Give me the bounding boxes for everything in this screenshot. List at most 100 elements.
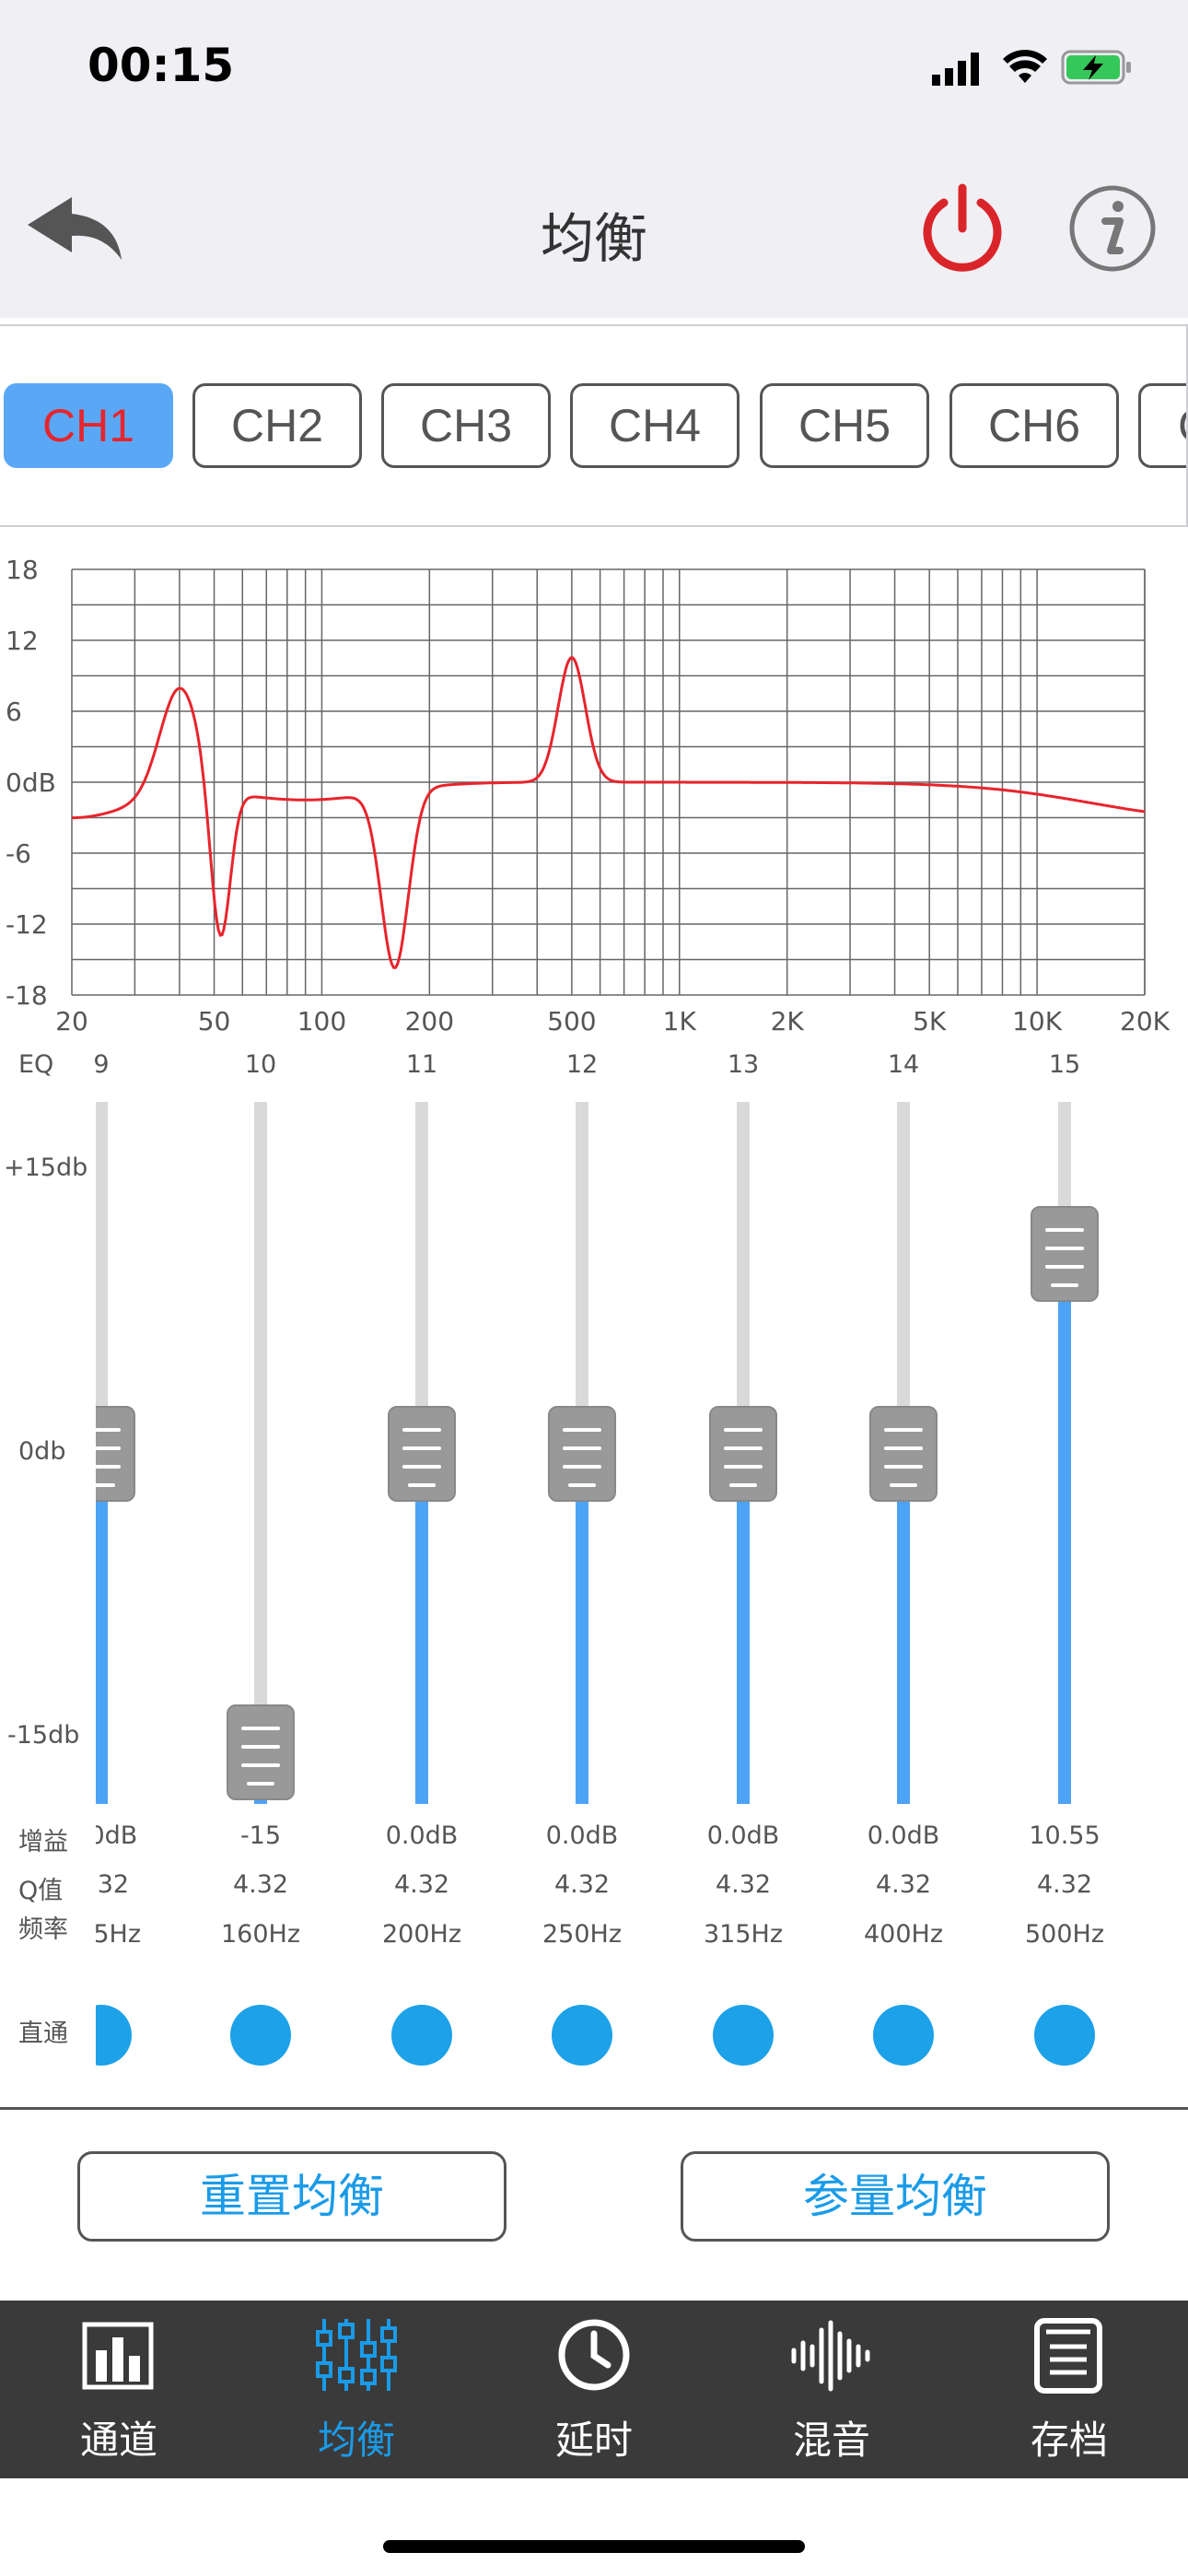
band-slider-track[interactable] xyxy=(576,1102,588,1804)
knob-grip-line xyxy=(1045,1247,1084,1251)
tab-ch7[interactable]: C xyxy=(1138,383,1186,468)
x-tick-label: 200 xyxy=(405,1006,454,1036)
band-slider-knob[interactable] xyxy=(227,1704,295,1800)
band-slider-track[interactable] xyxy=(737,1102,750,1804)
band-bypass-toggle[interactable] xyxy=(1034,2005,1095,2066)
band-gain: 0.0dB xyxy=(545,1821,619,1850)
tab-channel[interactable]: 通道 xyxy=(0,2301,238,2478)
band-slider-fill xyxy=(576,1454,588,1804)
band-q: 4.32 xyxy=(232,1870,289,1899)
knob-grip-line xyxy=(1045,1265,1084,1270)
band-frequency: 250Hz xyxy=(542,1920,622,1949)
knob-grip-line xyxy=(890,1483,917,1487)
band-slider-fill xyxy=(897,1454,910,1804)
band-bypass-toggle[interactable] xyxy=(230,2005,291,2066)
band-slider-knob[interactable] xyxy=(548,1406,616,1502)
knob-grip-line xyxy=(1051,1283,1078,1288)
band-bypass-toggle[interactable] xyxy=(391,2005,452,2066)
band-slider-knob[interactable] xyxy=(869,1406,938,1502)
band-q: 4.32 xyxy=(1036,1870,1093,1899)
eq-row-label: EQ xyxy=(18,1050,54,1079)
x-tick-label: 1K xyxy=(663,1006,697,1036)
tab-ch5[interactable]: CH5 xyxy=(760,383,929,468)
battery-charging-icon xyxy=(1061,50,1131,85)
wifi-icon xyxy=(1003,50,1047,83)
tab-archive[interactable]: 存档 xyxy=(950,2301,1188,2478)
y-tick-label: -6 xyxy=(6,838,31,869)
tab-ch6[interactable]: CH6 xyxy=(949,383,1119,468)
knob-grip-line xyxy=(247,1782,274,1786)
band-gain: 0.0dB xyxy=(867,1821,940,1850)
status-time: 00:15 xyxy=(87,39,235,92)
band-slider-fill xyxy=(415,1454,428,1804)
band-slider-fill xyxy=(737,1454,750,1804)
band-q: 4.32 xyxy=(553,1870,611,1899)
reset-eq-button[interactable]: 重置均衡 xyxy=(77,2151,507,2242)
band-frequency: 160Hz xyxy=(220,1920,300,1949)
back-icon[interactable] xyxy=(26,193,127,267)
band-slider-fill xyxy=(95,1454,108,1804)
band-q: 4.32 xyxy=(875,1870,932,1899)
band-slider-track[interactable] xyxy=(415,1102,428,1804)
archive-icon xyxy=(1034,2318,1102,2394)
tab-delay[interactable]: 延时 xyxy=(475,2301,713,2478)
power-icon[interactable] xyxy=(916,182,1008,275)
divider xyxy=(0,2107,1188,2110)
knob-grip-line xyxy=(563,1465,601,1469)
band-frequency: 400Hz xyxy=(863,1920,943,1949)
band-slider-fill xyxy=(1058,1254,1071,1804)
band-number: 12 xyxy=(565,1050,599,1079)
y-tick-label: 18 xyxy=(6,555,39,585)
band-bypass-toggle[interactable] xyxy=(713,2005,774,2066)
knob-grip-line xyxy=(563,1428,601,1432)
band-q: 4.32 xyxy=(393,1870,450,1899)
info-icon[interactable] xyxy=(1068,184,1157,273)
tab-ch3[interactable]: CH3 xyxy=(381,383,551,468)
band-number: 13 xyxy=(727,1050,760,1079)
band-frequency: 200Hz xyxy=(381,1920,461,1949)
cellular-signal-icon xyxy=(932,53,979,86)
tab-label: 均衡 xyxy=(317,2418,395,2463)
band-gain: 0.0dB xyxy=(706,1821,780,1850)
page-title: 均衡 xyxy=(540,207,647,270)
band-slider-track[interactable] xyxy=(254,1102,267,1804)
band-slider-track[interactable] xyxy=(1058,1102,1071,1804)
knob-grip-line xyxy=(724,1446,763,1450)
band-slider-track[interactable] xyxy=(95,1102,108,1804)
band-slider-knob[interactable] xyxy=(709,1406,777,1502)
knob-grip-line xyxy=(402,1446,441,1450)
y-tick-label: -18 xyxy=(6,980,48,1011)
tab-label: 延时 xyxy=(554,2418,633,2463)
scale-bottom-label-overlay: -15db xyxy=(7,1721,80,1750)
tab-ch1[interactable]: CH1 xyxy=(4,383,173,468)
band-frequency: 500Hz xyxy=(1024,1920,1104,1949)
band-bypass-toggle[interactable] xyxy=(873,2005,934,2066)
tab-mix[interactable]: 混音 xyxy=(713,2301,950,2478)
y-tick-label: 12 xyxy=(6,626,39,656)
knob-grip-line xyxy=(402,1465,441,1469)
x-tick-label: 2K xyxy=(771,1006,805,1036)
y-tick-label: 6 xyxy=(6,697,22,727)
band-number: 10 xyxy=(244,1050,277,1079)
x-tick-label: 500 xyxy=(547,1006,596,1036)
band-slider-knob[interactable] xyxy=(388,1406,456,1502)
x-tick-label: 50 xyxy=(198,1006,231,1036)
knob-grip-line xyxy=(402,1428,441,1432)
band-slider-track[interactable] xyxy=(897,1102,910,1804)
eq-curve xyxy=(72,656,1146,969)
param-eq-button[interactable]: 参量均衡 xyxy=(681,2151,1110,2242)
knob-grip-line xyxy=(241,1763,280,1767)
x-tick-label: 20K xyxy=(1120,1006,1171,1036)
band-slider-knob[interactable] xyxy=(1031,1206,1099,1303)
band-gain: -15 xyxy=(239,1821,282,1850)
knob-grip-line xyxy=(724,1428,763,1432)
tab-ch2[interactable]: CH2 xyxy=(192,383,362,468)
knob-grip-line xyxy=(724,1465,763,1469)
tab-eq[interactable]: 均衡 xyxy=(238,2301,475,2478)
tab-ch4[interactable]: CH4 xyxy=(570,383,740,468)
knob-grip-line xyxy=(241,1727,280,1730)
x-tick-label: 10K xyxy=(1012,1006,1063,1036)
bar-chart-icon xyxy=(82,2322,154,2390)
x-tick-label: 5K xyxy=(913,1006,947,1036)
band-bypass-toggle[interactable] xyxy=(552,2005,612,2066)
